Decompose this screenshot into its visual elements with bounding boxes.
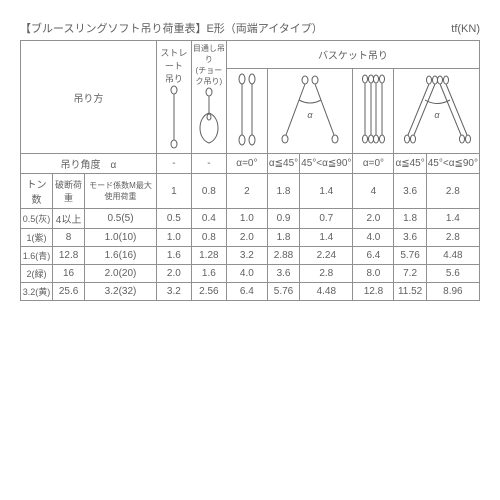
data-cell: 1(紫) (21, 229, 53, 247)
title-main: 【ブルースリングソフト吊り荷重表】E形（両端アイタイプ） (20, 20, 323, 36)
coef-2: 0.8 (191, 174, 226, 209)
data-cell: 5.76 (394, 247, 426, 265)
angle-a90-2: 45°<α≦90° (426, 154, 479, 174)
data-cell: 3.2(黄) (21, 283, 53, 301)
data-cell: 12.8 (52, 247, 84, 265)
angle-dash-2: - (191, 154, 226, 174)
angle-label: 吊り角度 α (21, 154, 157, 174)
basket-diagram-double-angle: α (394, 69, 480, 154)
data-cell: 1.6 (156, 247, 191, 265)
data-cell: 1.0 (156, 229, 191, 247)
basket-diagram-double-0 (353, 69, 394, 154)
table-row: 1(紫)81.0(10)1.00.82.01.81.44.03.62.8 (21, 229, 480, 247)
straight-header: ストレート吊り (156, 41, 191, 154)
data-cell: 2.8 (300, 265, 353, 283)
data-cell: 1.8 (267, 229, 299, 247)
data-cell: 1.6(青) (21, 247, 53, 265)
data-cell: 1.0 (226, 209, 267, 229)
data-cell: 5.6 (426, 265, 479, 283)
data-cell: 8.0 (353, 265, 394, 283)
coef-1: 1 (156, 174, 191, 209)
data-cell: 0.5(灰) (21, 209, 53, 229)
title-row: 【ブルースリングソフト吊り荷重表】E形（両端アイタイプ） tf(KN) (20, 20, 480, 36)
angle-a45-1: α≦45° (267, 154, 299, 174)
coef-6: 4 (353, 174, 394, 209)
data-cell: 6.4 (226, 283, 267, 301)
title-unit: tf(KN) (451, 23, 480, 35)
subheader-row: トン数 破断荷重 モード係数M最大使用荷重 1 0.8 2 1.8 1.4 4 … (21, 174, 480, 209)
data-cell: 0.5(5) (85, 209, 157, 229)
data-cell: 1.4 (426, 209, 479, 229)
data-cell: 0.4 (191, 209, 226, 229)
svg-text:α: α (308, 110, 314, 120)
basket-header: バスケット吊り (226, 41, 479, 69)
angle-a90-1: 45°<α≦90° (300, 154, 353, 174)
data-cell: 1.8 (394, 209, 426, 229)
angle-a0-1: α=0° (226, 154, 267, 174)
data-cell: 0.5 (156, 209, 191, 229)
hang-method-header: 吊り方 (21, 41, 157, 154)
data-cell: 1.0(10) (85, 229, 157, 247)
coef-4: 1.8 (267, 174, 299, 209)
data-cell: 1.4 (300, 229, 353, 247)
data-cell: 3.2(32) (85, 283, 157, 301)
coef-3: 2 (226, 174, 267, 209)
data-cell: 2.56 (191, 283, 226, 301)
data-cell: 12.8 (353, 283, 394, 301)
coef-7: 3.6 (394, 174, 426, 209)
table-row: 2(緑)162.0(20)2.01.64.03.62.88.07.25.6 (21, 265, 480, 283)
data-cell: 3.6 (267, 265, 299, 283)
table-row: 3.2(黄)25.63.2(32)3.22.566.45.764.4812.81… (21, 283, 480, 301)
data-cell: 1.28 (191, 247, 226, 265)
data-cell: 1.6 (191, 265, 226, 283)
data-cell: 4以上 (52, 209, 84, 229)
data-cell: 5.76 (267, 283, 299, 301)
data-cell: 2.88 (267, 247, 299, 265)
table-row: 1.6(青)12.81.6(16)1.61.283.22.882.246.45.… (21, 247, 480, 265)
load-table: 吊り方 ストレート吊り 目通し吊り(チョーク吊り) バスケット吊り (20, 40, 480, 301)
angle-row: 吊り角度 α - - α=0° α≦45° 45°<α≦90° α=0° α≦4… (21, 154, 480, 174)
angle-dash-1: - (156, 154, 191, 174)
data-cell: 4.0 (226, 265, 267, 283)
table-row: 0.5(灰)4以上0.5(5)0.50.41.00.90.72.01.81.4 (21, 209, 480, 229)
choke-header: 目通し吊り(チョーク吊り) (191, 41, 226, 154)
data-cell: 1.6(16) (85, 247, 157, 265)
data-cell: 8 (52, 229, 84, 247)
data-cell: 11.52 (394, 283, 426, 301)
mode-header: モード係数M最大使用荷重 (85, 174, 157, 209)
angle-a45-2: α≦45° (394, 154, 426, 174)
data-cell: 16 (52, 265, 84, 283)
data-cell: 4.48 (300, 283, 353, 301)
data-cell: 3.2 (156, 283, 191, 301)
data-cell: 4.48 (426, 247, 479, 265)
data-cell: 2(緑) (21, 265, 53, 283)
data-cell: 25.6 (52, 283, 84, 301)
basket-diagram-0 (226, 69, 267, 154)
angle-a0-2: α=0° (353, 154, 394, 174)
data-cell: 7.2 (394, 265, 426, 283)
basket-diagram-angle-1: α (267, 69, 353, 154)
data-cell: 2.0 (226, 229, 267, 247)
data-cell: 2.8 (426, 229, 479, 247)
data-cell: 6.4 (353, 247, 394, 265)
data-cell: 0.9 (267, 209, 299, 229)
data-cell: 2.0(20) (85, 265, 157, 283)
data-cell: 2.0 (353, 209, 394, 229)
data-cell: 4.0 (353, 229, 394, 247)
svg-text:α: α (434, 110, 440, 120)
break-header: 破断荷重 (52, 174, 84, 209)
coef-5: 1.4 (300, 174, 353, 209)
data-cell: 8.96 (426, 283, 479, 301)
ton-header: トン数 (21, 174, 53, 209)
data-cell: 2.24 (300, 247, 353, 265)
coef-8: 2.8 (426, 174, 479, 209)
data-cell: 3.2 (226, 247, 267, 265)
data-cell: 0.7 (300, 209, 353, 229)
data-cell: 0.8 (191, 229, 226, 247)
data-cell: 3.6 (394, 229, 426, 247)
data-cell: 2.0 (156, 265, 191, 283)
